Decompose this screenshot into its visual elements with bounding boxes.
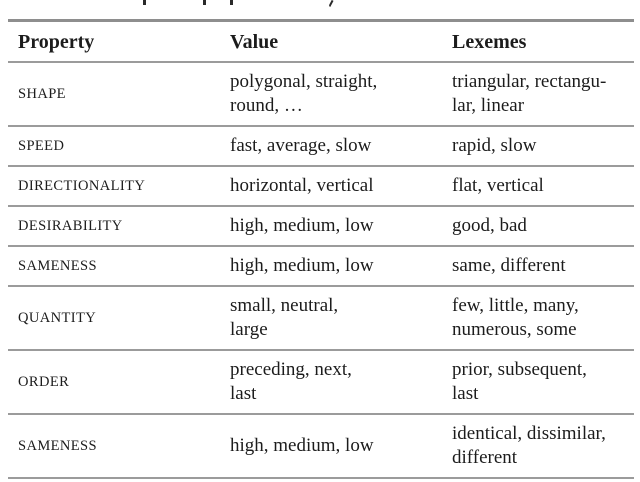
lexemes-cell: few, little, many, numerous, some: [452, 286, 634, 351]
value-cell: high, medium, low: [230, 414, 452, 479]
table-row-quantity: QUANTITY small, neutral, large few, litt…: [8, 286, 634, 351]
lexemes-cell: rapid, slow: [452, 126, 634, 167]
property-cell: DESIRABILITY: [8, 206, 230, 247]
value-cell: high, medium, low: [230, 206, 452, 247]
value-cell: polygonal, straight, round, …: [230, 62, 452, 127]
caption-descender-fragment: [203, 0, 206, 5]
lexemes-cell: same, different: [452, 246, 634, 287]
property-cell: SPEED: [8, 126, 230, 167]
property-cell: SAMENESS: [8, 246, 230, 287]
lexemes-cell: identical, dissimilar, different: [452, 414, 634, 479]
clipped-caption-fragments: [0, 0, 640, 8]
value-cell: preceding, next, last: [230, 350, 452, 415]
property-cell: ORDER: [8, 350, 230, 415]
value-cell: horizontal, vertical: [230, 166, 452, 207]
lexemes-cell: good, bad: [452, 206, 634, 247]
property-cell: DIRECTIONALITY: [8, 166, 230, 207]
caption-descender-fragment: [328, 0, 334, 8]
lexemes-cell: flat, vertical: [452, 166, 634, 207]
lexemes-cell: prior, subsequent, last: [452, 350, 634, 415]
lexemes-cell: triangular, rectangu- lar, linear: [452, 62, 634, 127]
caption-descender-fragment: [230, 0, 233, 5]
value-cell: high, medium, low: [230, 246, 452, 287]
table-row-speed: SPEED fast, average, slow rapid, slow: [8, 126, 634, 167]
table-row-order: ORDER preceding, next, last prior, subse…: [8, 350, 634, 415]
column-header-property: Property: [8, 20, 230, 63]
table-row-desirability: DESIRABILITY high, medium, low good, bad: [8, 206, 634, 247]
value-cell: fast, average, slow: [230, 126, 452, 167]
table-row-sameness-2: SAMENESS high, medium, low identical, di…: [8, 414, 634, 479]
caption-descender-fragment: [143, 0, 146, 5]
table-header-row: Property Value Lexemes: [8, 20, 634, 63]
table-row-directionality: DIRECTIONALITY horizontal, vertical flat…: [8, 166, 634, 207]
property-cell: QUANTITY: [8, 286, 230, 351]
table-row-sameness: SAMENESS high, medium, low same, differe…: [8, 246, 634, 287]
value-cell: small, neutral, large: [230, 286, 452, 351]
property-cell: SHAPE: [8, 62, 230, 127]
column-header-lexemes: Lexemes: [452, 20, 634, 63]
table-row-shape: SHAPE polygonal, straight, round, … tria…: [8, 62, 634, 127]
properties-lexemes-table: Property Value Lexemes SHAPE polygonal, …: [8, 19, 634, 479]
column-header-value: Value: [230, 20, 452, 63]
property-cell: SAMENESS: [8, 414, 230, 479]
